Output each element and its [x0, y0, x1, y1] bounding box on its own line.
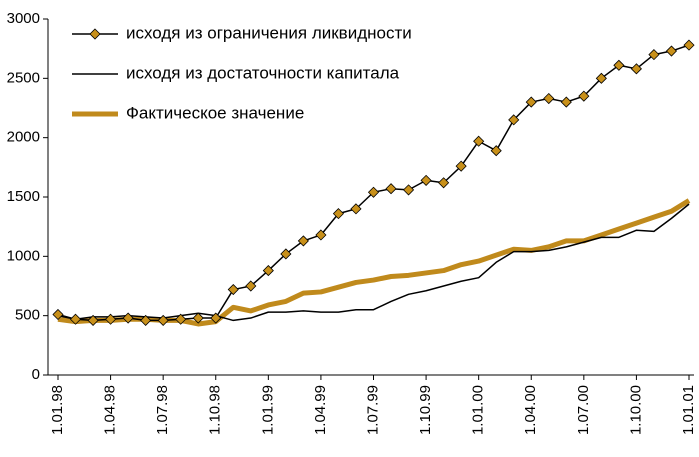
series-line [57, 203, 690, 322]
marker [438, 177, 450, 189]
marker [297, 235, 309, 247]
marker [648, 49, 660, 61]
marker [210, 312, 222, 324]
marker [350, 203, 362, 215]
x-tick-label: 1.01.99 [259, 385, 276, 435]
series-line [57, 198, 691, 327]
legend-marker [89, 28, 101, 40]
y-tick-label: 2000 [7, 129, 40, 146]
x-tick-label: 1.10.98 [207, 385, 224, 435]
marker [402, 184, 415, 196]
marker [665, 45, 678, 57]
x-tick-label: 1.01.00 [470, 385, 487, 435]
y-tick-label: 1000 [7, 247, 40, 264]
marker [367, 186, 380, 198]
x-tick-label: 1.10.99 [417, 385, 434, 435]
marker [175, 313, 187, 325]
marker [157, 314, 169, 326]
legend-label: Фактическое значение [126, 103, 304, 122]
marker [630, 63, 642, 75]
x-tick-label: 1.04.99 [312, 385, 329, 435]
marker [332, 208, 345, 220]
x-tick-label: 1.04.00 [522, 385, 539, 435]
marker [385, 183, 397, 195]
marker [490, 145, 502, 157]
marker [87, 314, 99, 326]
marker [280, 248, 292, 260]
marker [543, 92, 555, 105]
y-tick-label: 2500 [7, 69, 40, 86]
x-tick-label: 1.01.01 [680, 385, 697, 435]
x-tick-label: 1.04.98 [102, 385, 119, 435]
x-tick-label: 1.07.98 [154, 385, 171, 435]
marker [683, 39, 695, 51]
x-tick-label: 1.10.00 [627, 385, 644, 435]
legend-label: исходя из ограничения ликвидности [126, 23, 412, 42]
marker [613, 59, 625, 71]
marker [140, 314, 152, 326]
marker [262, 265, 274, 277]
y-tick-label: 3000 [7, 10, 40, 27]
marker [245, 280, 257, 292]
marker [473, 135, 485, 147]
legend-label: исходя из достаточности капитала [126, 63, 400, 82]
marker [122, 312, 134, 324]
marker [595, 72, 607, 84]
marker [69, 313, 82, 325]
marker [192, 312, 204, 324]
marker [420, 174, 432, 186]
x-tick-label: 1.07.00 [575, 385, 592, 435]
marker [105, 313, 117, 325]
marker [227, 283, 239, 296]
marker [315, 229, 327, 241]
marker [578, 90, 590, 102]
x-tick-label: 1.07.99 [364, 385, 381, 435]
marker [455, 160, 467, 172]
marker [52, 308, 64, 321]
marker [508, 114, 520, 126]
y-tick-label: 1500 [7, 188, 40, 205]
marker [560, 96, 572, 108]
marker [525, 96, 537, 108]
x-tick-label: 1.01.98 [49, 385, 66, 435]
y-tick-label: 0 [32, 366, 40, 383]
y-tick-label: 500 [15, 307, 40, 324]
